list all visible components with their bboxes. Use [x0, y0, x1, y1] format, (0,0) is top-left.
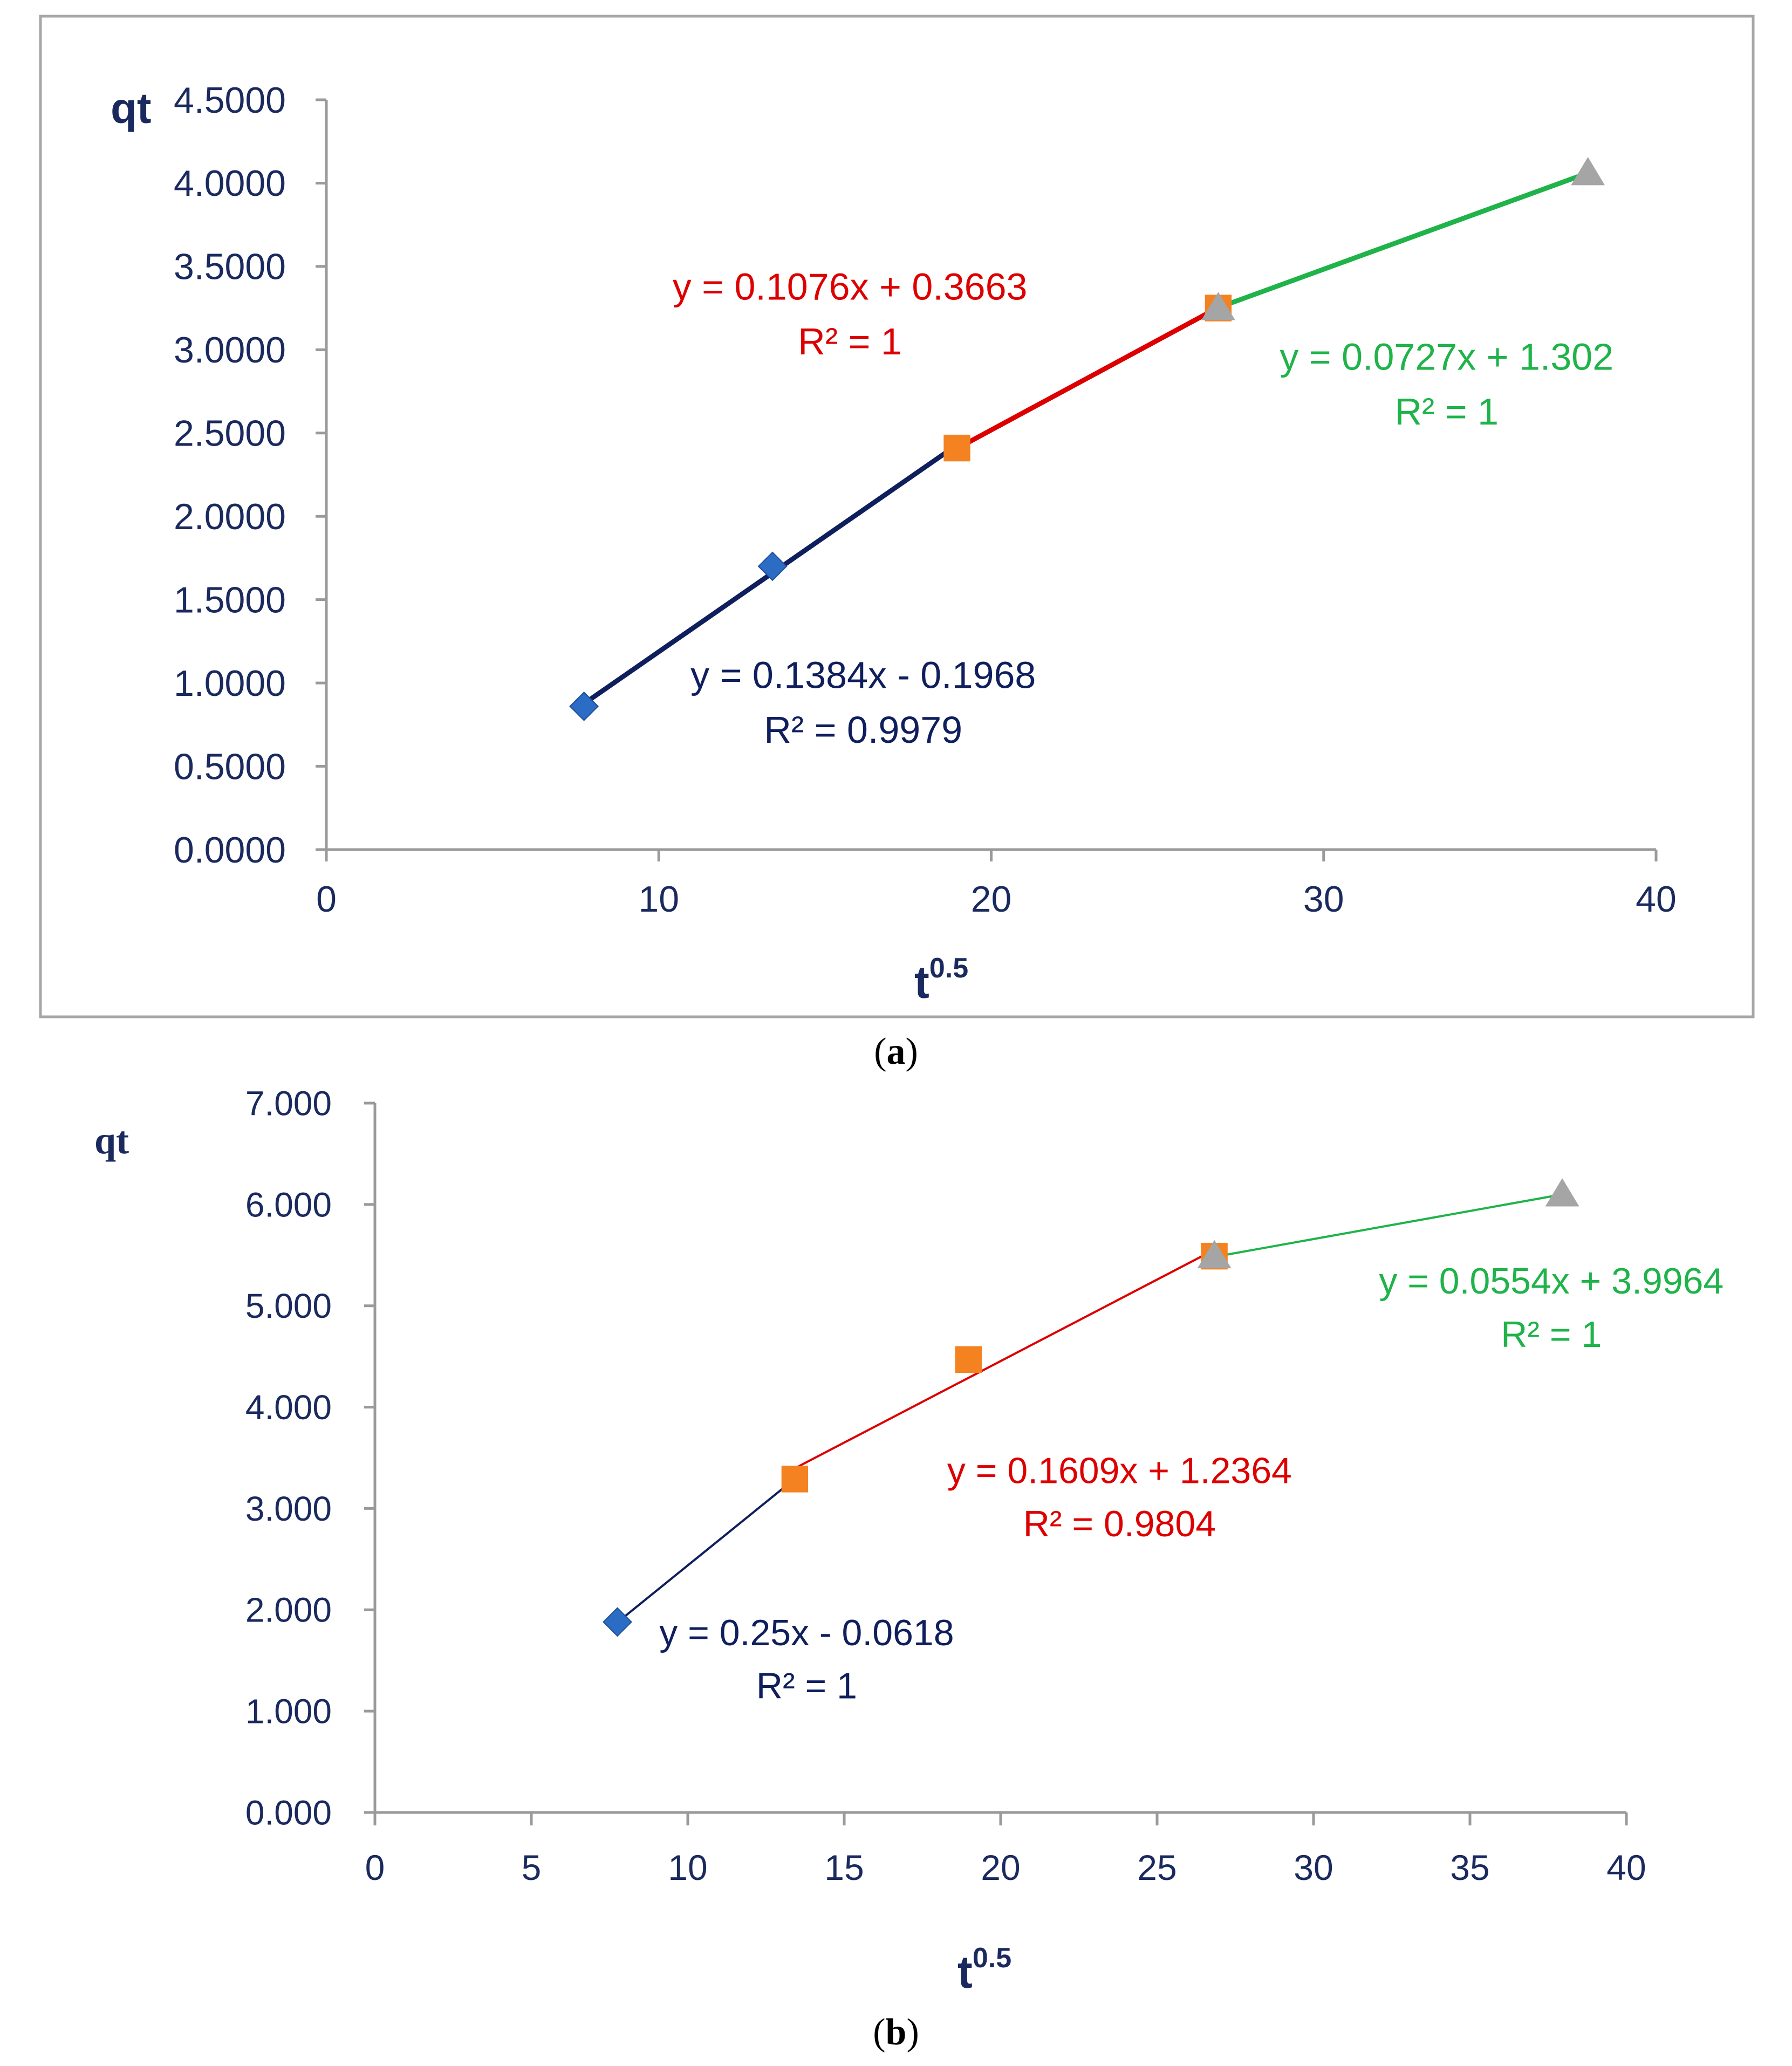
x-tick-label: 10: [668, 1848, 707, 1887]
figure-caption: (b): [873, 2012, 919, 2053]
data-point-square: [955, 1346, 982, 1373]
x-axis-title-base: t: [914, 957, 929, 1008]
x-tick-label: 30: [1303, 879, 1344, 920]
caption-paren: (: [874, 1031, 886, 1072]
regression-equation: y = 0.25x - 0.0618: [659, 1612, 954, 1653]
x-tick-label: 20: [981, 1848, 1020, 1887]
y-tick-label: 0.000: [245, 1793, 332, 1832]
regression-equation: y = 0.0727x + 1.302: [1280, 336, 1613, 378]
data-point-diamond: [757, 551, 788, 582]
data-point-square: [943, 434, 970, 462]
caption-paren: ): [906, 1031, 918, 1072]
caption-paren: ): [906, 2012, 919, 2053]
data-point-diamond: [603, 1607, 632, 1637]
y-tick-label: 0.5000: [174, 746, 286, 787]
y-axis-title: qt: [94, 1119, 129, 1162]
x-tick-label: 15: [824, 1848, 864, 1887]
trendline-segment-2: [954, 305, 1221, 451]
data-point-triangle: [1571, 157, 1605, 186]
y-tick-label: 1.000: [245, 1692, 332, 1731]
trendline-segment-3: [1213, 1193, 1564, 1258]
y-tick-label: 5.000: [245, 1287, 332, 1325]
data-point-triangle: [1197, 1240, 1232, 1269]
x-axis-title: t0.5: [957, 1942, 1011, 1997]
caption-paren: (: [873, 2012, 885, 2053]
chart-frame: [39, 15, 1755, 1018]
regression-equation: y = 0.1076x + 0.3663: [673, 266, 1028, 308]
x-axis-title-superscript: 0.5: [973, 1942, 1011, 1974]
x-tick-label: 5: [522, 1848, 542, 1887]
y-tick-label: 4.5000: [174, 80, 286, 121]
trendline-segment-2: [794, 1248, 1216, 1470]
data-point-diamond: [569, 691, 599, 721]
r-squared-label: R² = 1: [1394, 391, 1499, 433]
y-tick-label: 4.0000: [174, 163, 286, 204]
data-point-square: [781, 1466, 809, 1493]
x-axis-title-superscript: 0.5: [929, 953, 968, 984]
regression-equation: y = 0.1384x - 0.1968: [690, 654, 1036, 696]
x-tick-label: 25: [1137, 1848, 1177, 1887]
y-tick-label: 2.5000: [174, 413, 286, 454]
y-tick-label: 3.000: [245, 1489, 332, 1528]
figure-caption: (a): [874, 1031, 918, 1072]
trendline-segment-3: [1215, 170, 1591, 310]
x-tick-label: 0: [316, 879, 337, 920]
y-tick-label: 4.000: [245, 1388, 332, 1427]
y-tick-label: 6.000: [245, 1185, 332, 1224]
caption-letter: a: [887, 1031, 906, 1072]
r-squared-label: R² = 1: [798, 320, 902, 362]
y-tick-label: 2.000: [245, 1591, 332, 1630]
y-axis-title: qt: [111, 84, 152, 132]
chart-panel-1: 0.0000 0.5000 1.0000 1.5000 2.0000 2.5000 3.00…: [39, 15, 1755, 1072]
x-tick-label: 30: [1294, 1848, 1333, 1887]
regression-equation: y = 0.0554x + 3.9964: [1379, 1261, 1723, 1302]
y-tick-label: 0.0000: [174, 830, 286, 871]
data-point-triangle: [1201, 292, 1235, 320]
x-tick-label: 35: [1450, 1848, 1489, 1887]
y-tick-label: 3.0000: [174, 330, 286, 371]
x-tick-label: 10: [638, 879, 679, 920]
caption-letter: b: [886, 2012, 907, 2053]
data-point-triangle: [1545, 1178, 1579, 1207]
regression-equation: y = 0.1609x + 1.2364: [947, 1450, 1292, 1491]
r-squared-label: R² = 0.9804: [1023, 1503, 1216, 1544]
x-axis-title: t0.5: [914, 953, 968, 1008]
r-squared-label: R² = 1: [1501, 1314, 1602, 1355]
x-tick-label: 0: [365, 1848, 385, 1887]
y-tick-label: 3.5000: [174, 247, 286, 288]
chart-panel-2: 0.000 1.000 2.000 3.000 4.000 5.000 6.000 7.000…: [94, 1084, 1723, 2053]
r-squared-label: R² = 0.9979: [764, 709, 962, 751]
y-tick-label: 1.5000: [174, 579, 286, 620]
y-tick-label: 1.0000: [174, 663, 286, 704]
x-tick-label: 40: [1636, 879, 1677, 920]
r-squared-label: R² = 1: [756, 1666, 857, 1707]
y-tick-label: 7.000: [245, 1084, 332, 1123]
x-axis-title-base: t: [957, 1947, 973, 1997]
y-tick-label: 2.0000: [174, 496, 286, 537]
x-tick-label: 20: [971, 879, 1012, 920]
trendline-segment-1: [616, 1477, 796, 1624]
x-tick-label: 40: [1606, 1848, 1646, 1887]
